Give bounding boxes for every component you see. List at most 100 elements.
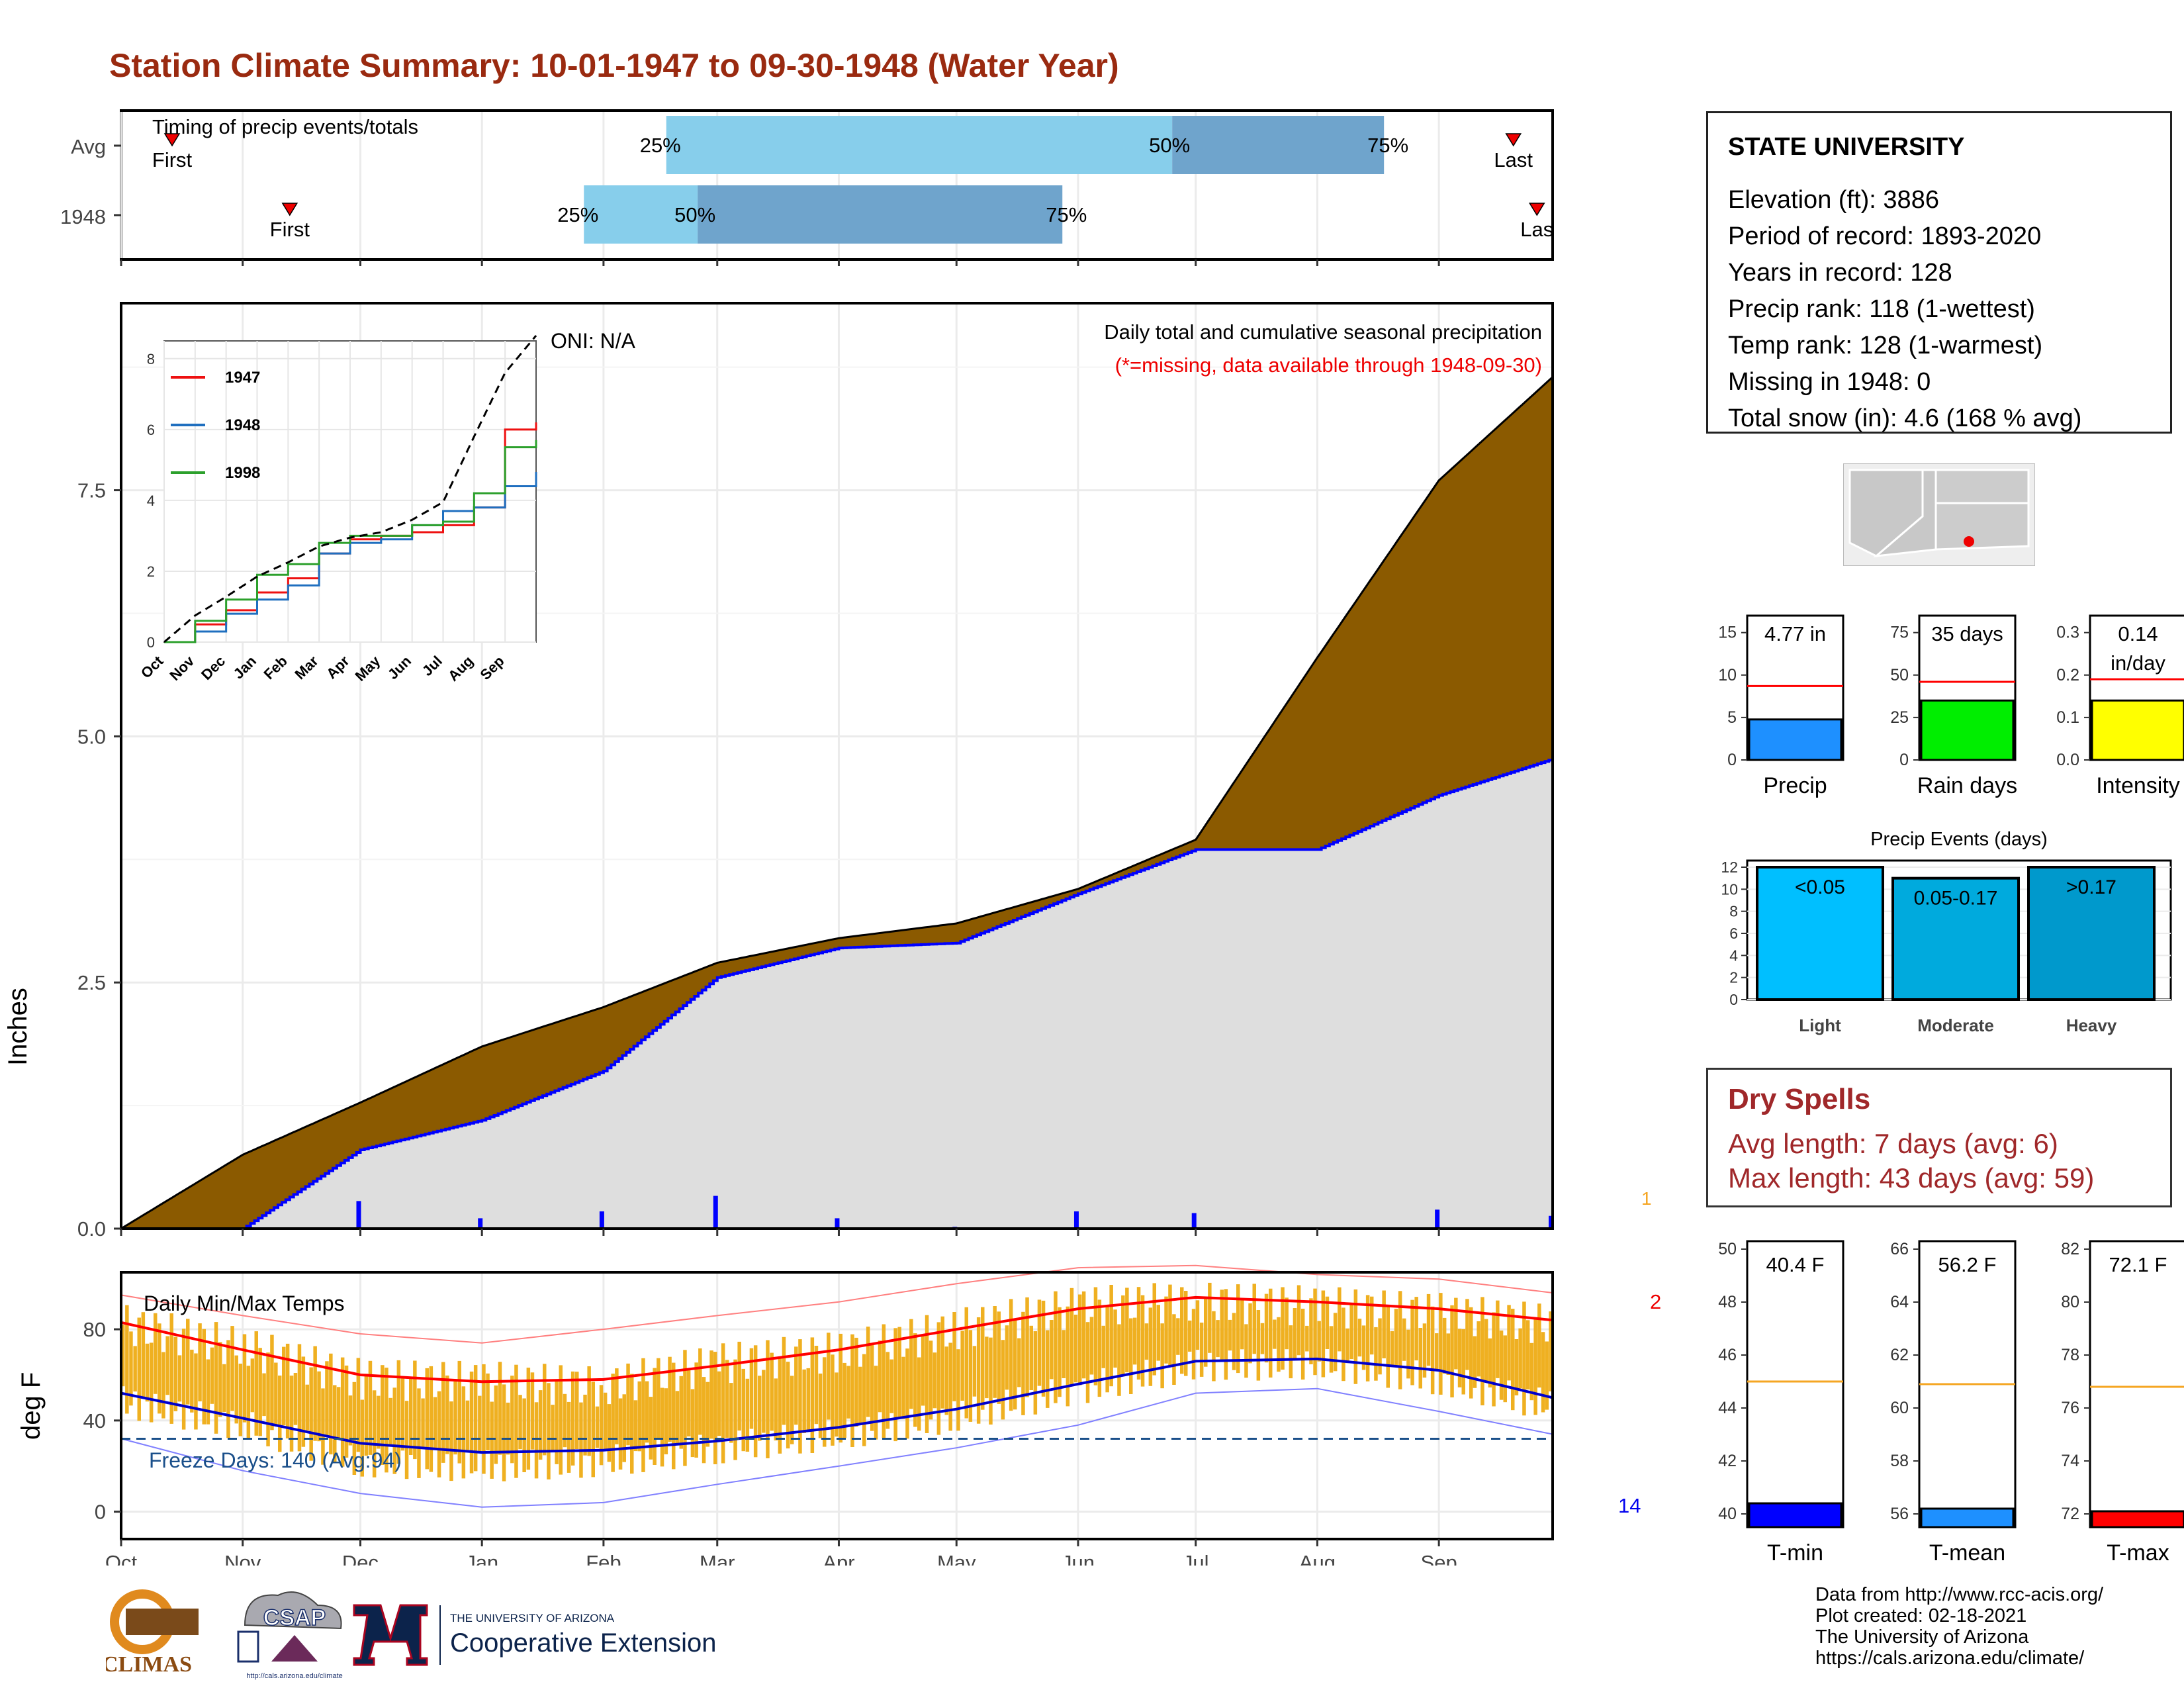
daily-temp-bar [158, 1323, 161, 1414]
daily-temp-bar [862, 1354, 866, 1446]
daily-temp-bar [305, 1384, 309, 1430]
timing-p75-label: 75% [1367, 134, 1408, 157]
daily-temp-bar [413, 1360, 417, 1460]
x-month-label: Dec [342, 1551, 379, 1566]
events-category: Moderate [1917, 1015, 1994, 1035]
daily-temp-bar [786, 1362, 790, 1449]
daily-temp-bar [270, 1335, 274, 1430]
daily-precip-bar [1549, 1215, 1553, 1229]
temp-summary-bars: 40 42 44 46 48 50 40.4 F T-min 56 58 60 62 64 66 56.2 … [1718, 1240, 2184, 1566]
daily-temp-bar [1349, 1303, 1353, 1360]
daily-temp-bar [1081, 1291, 1086, 1379]
daily-temp-bar [461, 1386, 466, 1479]
x-month-label: Oct [105, 1551, 138, 1566]
daily-temp-bar [1461, 1329, 1465, 1395]
daily-temp-bar [741, 1368, 745, 1452]
daily-temp-bar [814, 1346, 819, 1425]
daily-temp-bar [968, 1330, 973, 1422]
daily-temp-bar [782, 1336, 786, 1425]
daily-temp-bar [858, 1366, 862, 1424]
daily-temp-bar [976, 1317, 981, 1424]
temp-panel: 0 40 80 deg F Daily Min/Max Temps Freeze D… [17, 1264, 1661, 1566]
summary-name: Rain days [1917, 773, 2017, 798]
daily-temp-bar [913, 1333, 917, 1427]
events-category: Light [1799, 1015, 1841, 1035]
daily-temp-bar [1529, 1342, 1534, 1401]
daily-temp-bar [1041, 1300, 1046, 1397]
summary-y-tick: 50 [1890, 666, 1909, 684]
daily-temp-bar [1212, 1311, 1216, 1382]
daily-precip-bar [713, 1196, 718, 1229]
daily-temp-bar [1113, 1309, 1117, 1368]
tsum-y-tick: 62 [1890, 1346, 1909, 1364]
daily-temp-bar [1187, 1320, 1192, 1352]
daily-temp-bar [563, 1393, 567, 1448]
daily-temp-bar [1013, 1319, 1017, 1410]
tsum-bar-T-max [2091, 1510, 2184, 1528]
daily-temp-bar [538, 1390, 543, 1460]
station-temp-rank: Temp rank: 128 (1-warmest) [1728, 332, 2043, 359]
daily-temp-bar [842, 1362, 846, 1438]
daily-temp-bar [1078, 1294, 1082, 1385]
daily-temp-bar [246, 1366, 251, 1440]
summary-y-tick: 10 [1718, 666, 1737, 684]
daily-temp-bar [725, 1360, 729, 1438]
y-tick-label: 0.0 [77, 1217, 106, 1241]
daily-temp-bar [952, 1312, 956, 1401]
daily-temp-bar [385, 1368, 388, 1473]
timing-label: Timing of precip events/totals [152, 115, 418, 138]
y-tick-label: 80 [83, 1318, 106, 1341]
daily-temp-bar [717, 1371, 721, 1436]
daily-temp-bar [133, 1346, 137, 1392]
daily-temp-bar [1289, 1325, 1293, 1379]
daily-temp-bar [575, 1372, 579, 1449]
daily-temp-bar [202, 1329, 206, 1425]
precip-events-chart: Precip Events (days) 0 2 4 6 8 10 12 <0.05 Light… [1721, 829, 2172, 1035]
daily-temp-bar [282, 1346, 286, 1426]
last-marker [1505, 133, 1522, 147]
events-bar-Moderate [1891, 876, 2020, 1001]
record-max-count: 2 [1650, 1290, 1661, 1313]
daily-temp-bar [645, 1381, 649, 1443]
station-snow: Total snow (in): 4.6 (168 % avg) [1728, 404, 2082, 432]
tsum-y-tick: 50 [1718, 1240, 1737, 1258]
precip-ylabel: Inches [3, 988, 32, 1066]
daily-temp-bar [567, 1401, 571, 1473]
daily-temp-bar [1240, 1299, 1244, 1350]
summary-bars: 0 5 10 15 4.77 in Precip 0 25 50 75 35 days Rain da… [1718, 614, 2184, 798]
temp-panel-label: Daily Min/Max Temps [144, 1291, 344, 1315]
tsum-name: T-mean [1929, 1540, 2005, 1566]
daily-temp-bar [453, 1381, 457, 1455]
daily-temp-bar [1009, 1299, 1013, 1411]
daily-temp-bar [437, 1391, 441, 1477]
daily-temp-bar [1252, 1284, 1256, 1354]
x-month-label: Aug [1299, 1551, 1336, 1566]
summary-y-tick: 25 [1890, 708, 1909, 727]
tsum-y-tick: 58 [1890, 1452, 1909, 1470]
daily-temp-bar [293, 1373, 298, 1425]
daily-temp-bar [770, 1352, 774, 1431]
daily-temp-bar [1313, 1288, 1317, 1376]
timing-p25-label: 25% [640, 134, 681, 157]
climas-logo-text: CLIMAS [106, 1652, 192, 1677]
last-label: Last [1494, 148, 1533, 171]
tsum-y-tick: 56 [1890, 1505, 1909, 1523]
daily-temp-bar [137, 1317, 141, 1421]
daily-temp-bar [210, 1347, 214, 1404]
daily-temp-bar [713, 1352, 717, 1464]
daily-precip-bar [1191, 1213, 1197, 1229]
daily-temp-bar [465, 1400, 470, 1450]
daily-temp-bar [329, 1353, 333, 1455]
daily-temp-bar [607, 1404, 612, 1462]
daily-temp-bar [400, 1378, 405, 1451]
daily-temp-bar [1477, 1321, 1480, 1377]
timing-p50-label: 50% [674, 203, 715, 226]
x-month-label: Mar [700, 1551, 735, 1566]
tsum-y-tick: 48 [1718, 1293, 1737, 1311]
daily-temp-bar [1001, 1340, 1005, 1420]
y-tick-label: 7.5 [77, 479, 106, 502]
daily-temp-bar [230, 1326, 234, 1411]
daily-temp-bar [1442, 1317, 1447, 1374]
daily-temp-bar [364, 1374, 369, 1456]
